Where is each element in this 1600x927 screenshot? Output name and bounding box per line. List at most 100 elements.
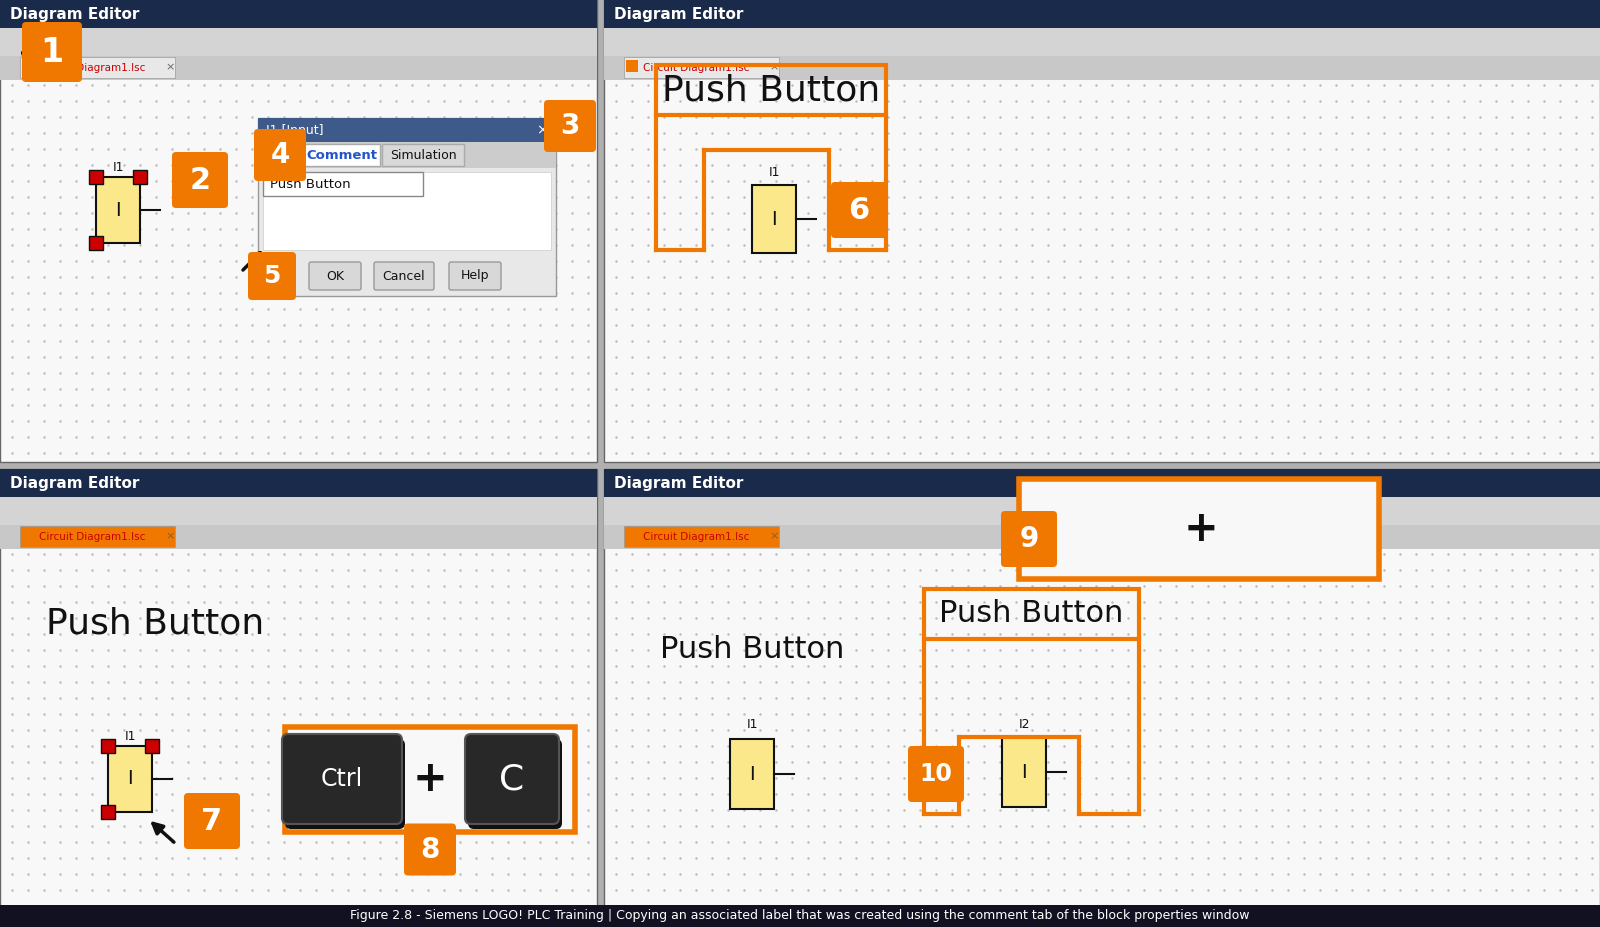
FancyBboxPatch shape [133, 170, 147, 184]
Text: Diagram Editor: Diagram Editor [10, 476, 139, 490]
Text: Comment: Comment [307, 148, 378, 161]
FancyBboxPatch shape [0, 0, 597, 28]
Text: Circuit Diagram1.lsc: Circuit Diagram1.lsc [38, 62, 146, 72]
Text: I2: I2 [1018, 717, 1030, 730]
FancyBboxPatch shape [597, 0, 605, 927]
Text: Push Button: Push Button [46, 607, 264, 641]
FancyBboxPatch shape [258, 118, 557, 296]
FancyBboxPatch shape [285, 739, 405, 829]
Text: 7: 7 [202, 806, 222, 835]
Text: I: I [1021, 763, 1027, 781]
FancyBboxPatch shape [22, 529, 34, 541]
FancyBboxPatch shape [248, 252, 296, 300]
Text: Push Button: Push Button [662, 73, 880, 107]
Text: I1 [Input]: I1 [Input] [266, 123, 323, 136]
Text: C: C [499, 762, 525, 796]
FancyBboxPatch shape [1256, 488, 1368, 580]
Text: Simulation: Simulation [390, 148, 456, 161]
FancyBboxPatch shape [0, 462, 1600, 469]
FancyBboxPatch shape [909, 746, 963, 802]
Text: 6: 6 [848, 196, 870, 224]
Text: Diagram Editor: Diagram Editor [614, 476, 744, 490]
FancyBboxPatch shape [285, 727, 574, 832]
FancyBboxPatch shape [626, 529, 638, 541]
Text: OK: OK [326, 270, 344, 283]
Text: 1: 1 [40, 35, 64, 69]
Text: ×: × [770, 62, 778, 72]
FancyBboxPatch shape [258, 142, 557, 168]
FancyBboxPatch shape [0, 905, 1600, 927]
FancyBboxPatch shape [304, 144, 381, 166]
Text: Circuit Diagram1.lsc: Circuit Diagram1.lsc [38, 531, 146, 541]
Text: Help: Help [461, 270, 490, 283]
FancyBboxPatch shape [0, 28, 597, 56]
Text: Diagram Editor: Diagram Editor [614, 6, 744, 21]
FancyBboxPatch shape [146, 739, 158, 753]
Text: I: I [771, 210, 778, 228]
Text: 2X: 2X [270, 251, 315, 281]
Text: Cancel: Cancel [382, 270, 426, 283]
FancyBboxPatch shape [1019, 479, 1379, 579]
Text: 2: 2 [189, 166, 211, 195]
Text: I1: I1 [746, 718, 758, 731]
Text: 3: 3 [560, 112, 579, 140]
FancyBboxPatch shape [1002, 737, 1046, 807]
FancyBboxPatch shape [1253, 483, 1365, 575]
Text: Ctrl: Ctrl [1074, 517, 1115, 541]
FancyBboxPatch shape [101, 739, 115, 753]
Text: Diagram Editor: Diagram Editor [10, 6, 139, 21]
FancyBboxPatch shape [262, 172, 550, 250]
Text: V: V [1296, 510, 1322, 548]
FancyBboxPatch shape [254, 129, 306, 181]
FancyBboxPatch shape [605, 28, 1600, 56]
FancyBboxPatch shape [109, 746, 152, 812]
Text: +: + [413, 758, 448, 800]
FancyBboxPatch shape [544, 100, 595, 152]
Text: I: I [115, 200, 122, 220]
FancyBboxPatch shape [605, 56, 1600, 80]
FancyBboxPatch shape [286, 203, 299, 225]
FancyBboxPatch shape [605, 0, 1600, 462]
FancyBboxPatch shape [605, 525, 1600, 549]
FancyBboxPatch shape [0, 497, 597, 525]
FancyBboxPatch shape [101, 805, 115, 819]
FancyBboxPatch shape [0, 469, 597, 927]
FancyBboxPatch shape [267, 212, 293, 238]
Text: ×: × [165, 531, 174, 541]
FancyBboxPatch shape [1032, 488, 1162, 580]
FancyBboxPatch shape [830, 182, 886, 238]
FancyBboxPatch shape [22, 60, 34, 72]
FancyBboxPatch shape [90, 170, 102, 184]
Text: I: I [126, 769, 133, 789]
FancyBboxPatch shape [605, 0, 1600, 28]
FancyBboxPatch shape [730, 739, 774, 809]
FancyBboxPatch shape [467, 739, 562, 829]
Text: I1: I1 [125, 730, 136, 743]
FancyBboxPatch shape [1002, 511, 1058, 567]
Text: I: I [749, 765, 755, 783]
FancyBboxPatch shape [752, 185, 797, 253]
Text: Circuit Diagram1.lsc: Circuit Diagram1.lsc [643, 62, 749, 72]
FancyBboxPatch shape [403, 823, 456, 875]
Text: ×: × [536, 123, 547, 137]
Text: Push Button: Push Button [270, 177, 350, 191]
FancyBboxPatch shape [605, 497, 1600, 525]
FancyBboxPatch shape [282, 734, 402, 824]
FancyBboxPatch shape [19, 57, 174, 78]
Text: ×: × [165, 62, 174, 72]
Text: 8: 8 [421, 835, 440, 863]
FancyBboxPatch shape [184, 793, 240, 849]
FancyBboxPatch shape [173, 152, 229, 208]
Text: 9: 9 [1019, 525, 1038, 553]
FancyBboxPatch shape [624, 57, 779, 78]
Text: Circuit Diagram1.lsc: Circuit Diagram1.lsc [643, 531, 749, 541]
FancyBboxPatch shape [0, 0, 597, 462]
FancyBboxPatch shape [19, 526, 174, 547]
FancyBboxPatch shape [605, 469, 1600, 927]
FancyBboxPatch shape [262, 172, 422, 196]
Text: I1: I1 [112, 160, 123, 173]
Text: +: + [1184, 508, 1218, 550]
Text: 10: 10 [920, 762, 952, 786]
FancyBboxPatch shape [258, 118, 557, 142]
FancyBboxPatch shape [0, 56, 597, 80]
